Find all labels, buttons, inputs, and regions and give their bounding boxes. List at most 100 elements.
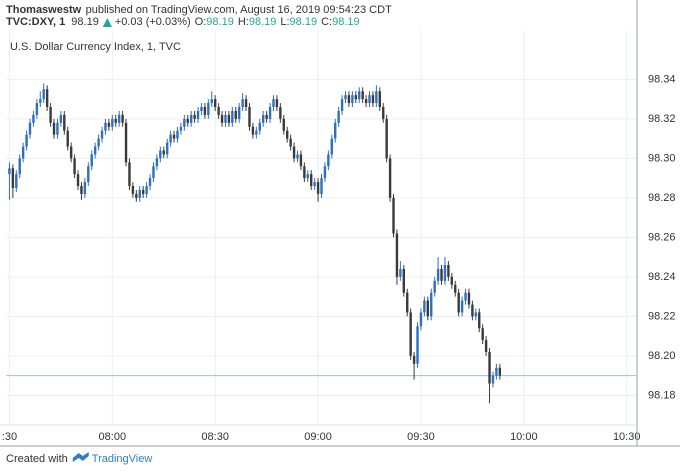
candle-body [69,146,73,159]
candle-body [152,166,155,179]
candle-body [310,174,313,187]
symbol: TVC:DXY, 1 [6,16,65,28]
candle-body [63,114,66,131]
candle-body [334,122,337,139]
candle-body [217,107,220,115]
candle-body [467,292,471,305]
candle-body [268,107,272,119]
candle-body [28,122,32,135]
ohlc-label: H: [238,16,249,28]
candle-body [368,95,371,104]
candle-body [66,130,69,147]
candle-body [371,95,375,104]
candle-body [464,292,467,301]
candle-body [104,122,107,131]
candle-body [49,107,52,123]
candle-body [433,280,436,293]
ohlc-label: C: [321,16,332,28]
candle-body [210,99,213,104]
author: Thomaswestw [6,4,82,16]
candle-body [124,122,128,163]
candle-body [337,110,340,123]
candle-body [402,268,406,293]
candle-body [237,107,241,119]
candle-body [330,138,333,155]
candle-body [388,158,392,198]
up-arrow-icon [102,18,112,27]
published: published on TradingView.com, August 16,… [86,4,392,16]
candle-body [135,193,138,198]
x-tick-label: 08:30 [201,431,229,443]
candle-body [406,292,409,313]
candle-body [361,91,364,100]
candle-body [399,268,402,277]
candle-body [282,118,285,131]
candle-body [436,268,440,281]
candle-body [179,126,183,131]
candle-body [478,312,481,329]
candle-body [121,114,124,123]
candle-body [35,103,39,115]
candle-body [395,233,399,277]
candle-body [457,292,460,313]
candle-body [234,110,237,119]
candle-body [25,134,28,147]
ohlc-label: O: [195,16,207,28]
candle-body [460,300,464,313]
candle-body [354,95,357,100]
candle-body [351,95,354,104]
candle-body [265,114,268,119]
candle-body [313,182,316,187]
candle-body [262,114,265,123]
ohlc-value: 98.19 [332,16,360,28]
candle-body [45,89,49,108]
ohlc-value: 98.19 [206,16,234,28]
candle-body [286,130,289,139]
candle-body [292,146,296,159]
candle-body [491,375,495,384]
y-tick-label: 98.18 [648,389,676,401]
candle-body [169,134,172,143]
candle-body [484,340,488,352]
footer-brand: TradingView [92,453,153,465]
candle-body [111,118,114,127]
candle-body [495,367,498,376]
candle-body [306,174,309,179]
candle-body [172,134,176,139]
candle-body [21,146,25,159]
candle-body [220,114,224,123]
candle-body [186,118,189,123]
candle-body [165,142,169,155]
candle-body [193,114,196,119]
brand-logo [72,452,89,462]
candle-body [275,99,279,108]
candle-body [87,166,90,183]
x-tick-label: 08:00 [99,431,127,443]
candle-body [90,154,93,167]
candle-body [241,99,244,108]
candle-body [83,182,87,194]
candle-body [148,178,152,187]
candle-body [32,114,35,123]
candle-body [423,300,426,313]
x-tick-label: 10:30 [613,431,641,443]
candle-body [107,122,111,127]
candle-body [471,304,474,317]
candle-body [159,150,162,159]
candle-body [299,154,303,167]
ohlc-value: 98.19 [290,16,318,28]
candle-body [347,95,351,104]
candle-body [409,312,412,356]
y-tick-label: 98.28 [648,192,676,204]
candle-body [251,126,255,135]
y-tick-label: 98.20 [648,350,676,362]
candle-body [316,182,320,194]
candle-body [443,265,447,281]
candle-body [289,138,292,147]
candle-body [93,146,97,155]
candle-body [59,114,63,123]
x-tick-label: 09:00 [304,431,332,443]
change: +0.03 (+0.03%) [115,16,191,28]
